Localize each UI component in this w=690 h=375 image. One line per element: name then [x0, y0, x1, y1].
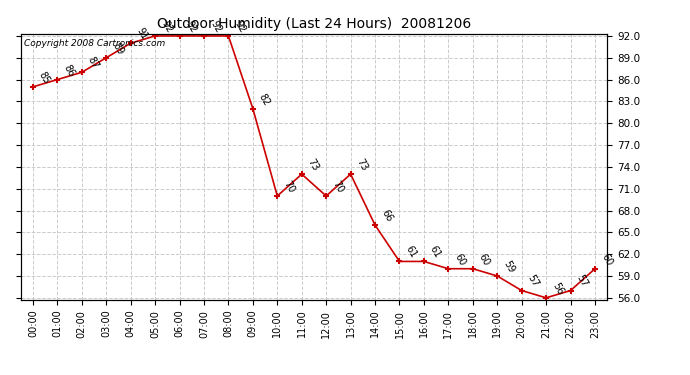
Text: 70: 70: [331, 179, 345, 195]
Text: 92: 92: [208, 19, 223, 34]
Text: 70: 70: [282, 179, 296, 195]
Text: 61: 61: [428, 244, 443, 260]
Text: 60: 60: [599, 252, 614, 267]
Text: 82: 82: [257, 92, 272, 107]
Text: 87: 87: [86, 55, 101, 71]
Title: Outdoor Humidity (Last 24 Hours)  20081206: Outdoor Humidity (Last 24 Hours) 2008120…: [157, 17, 471, 31]
Text: 60: 60: [453, 252, 467, 267]
Text: Copyright 2008 Cartronics.com: Copyright 2008 Cartronics.com: [23, 39, 165, 48]
Text: 85: 85: [37, 70, 52, 86]
Text: 57: 57: [575, 273, 590, 289]
Text: 61: 61: [404, 244, 418, 260]
Text: 60: 60: [477, 252, 492, 267]
Text: 86: 86: [61, 63, 77, 78]
Text: 92: 92: [233, 19, 248, 34]
Text: 92: 92: [184, 19, 199, 34]
Text: 57: 57: [526, 273, 541, 289]
Text: 66: 66: [380, 208, 394, 224]
Text: 92: 92: [159, 19, 174, 34]
Text: 89: 89: [110, 41, 125, 56]
Text: 56: 56: [550, 281, 565, 296]
Text: 73: 73: [355, 157, 370, 173]
Text: 73: 73: [306, 157, 321, 173]
Text: 91: 91: [135, 26, 150, 42]
Text: 59: 59: [502, 259, 516, 274]
